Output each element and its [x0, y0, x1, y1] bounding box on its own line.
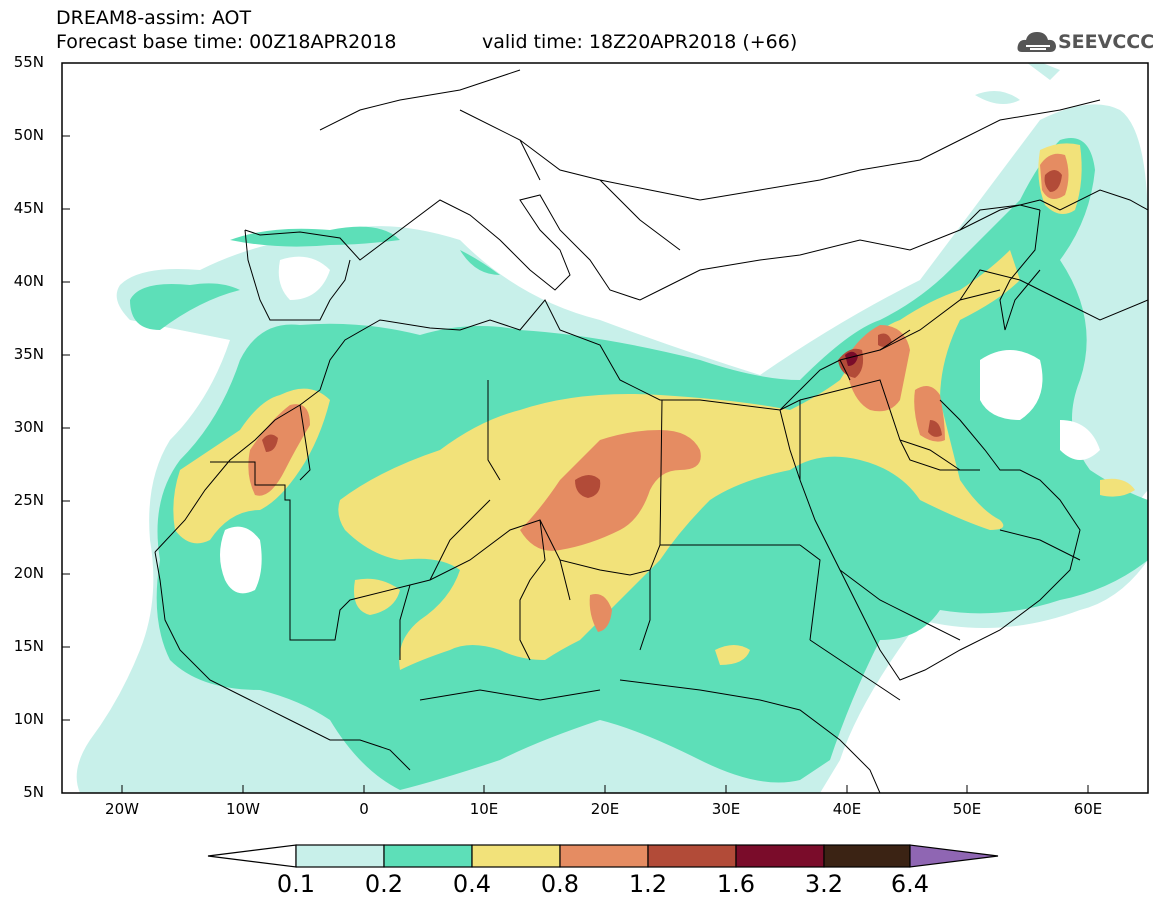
colorbar-label: 0.2 — [364, 870, 404, 898]
lat-label: 5N — [23, 783, 44, 801]
axis-ticks — [62, 62, 1089, 793]
aot-field — [76, 63, 1148, 793]
map-title: DREAM8-assim: AOT — [56, 7, 252, 29]
colorbar-label: 0.8 — [540, 870, 580, 898]
colorbar-over-triangle — [909, 844, 999, 868]
lat-label: 20N — [13, 564, 44, 582]
coastlines — [154, 69, 1148, 793]
lon-label: 10W — [226, 800, 260, 818]
colorbar-label: 0.4 — [452, 870, 492, 898]
lat-label: 10N — [13, 710, 44, 728]
lon-label: 30E — [711, 800, 741, 818]
colorbar-label: 1.2 — [628, 870, 668, 898]
lat-label: 15N — [13, 637, 44, 655]
colorbar-label: 1.6 — [716, 870, 756, 898]
lat-label: 35N — [13, 345, 44, 363]
lon-label: 20E — [590, 800, 620, 818]
lat-label: 25N — [13, 491, 44, 509]
lon-label: 0 — [359, 800, 369, 818]
lat-label: 30N — [13, 418, 44, 436]
lon-label: 60E — [1073, 800, 1103, 818]
colorbar-label: 3.2 — [804, 870, 844, 898]
lat-label: 40N — [13, 272, 44, 290]
lon-label: 40E — [832, 800, 862, 818]
lat-label: 55N — [13, 53, 44, 71]
lon-label: 10E — [469, 800, 499, 818]
colorbar-label: 6.4 — [890, 870, 930, 898]
cloud-icon — [1017, 32, 1056, 52]
lat-label: 50N — [13, 126, 44, 144]
valid-time: valid time: 18Z20APR2018 (+66) — [482, 31, 798, 53]
colorbar-label: 0.1 — [276, 870, 316, 898]
lat-label: 45N — [13, 199, 44, 217]
colorbar — [207, 844, 999, 868]
colorbar-under-triangle — [207, 844, 297, 868]
lon-label: 20W — [105, 800, 139, 818]
lon-label: 50E — [952, 800, 982, 818]
forecast-base-time: Forecast base time: 00Z18APR2018 — [56, 31, 397, 53]
seevccc-logo-text: SEEVCCC — [1058, 31, 1155, 53]
